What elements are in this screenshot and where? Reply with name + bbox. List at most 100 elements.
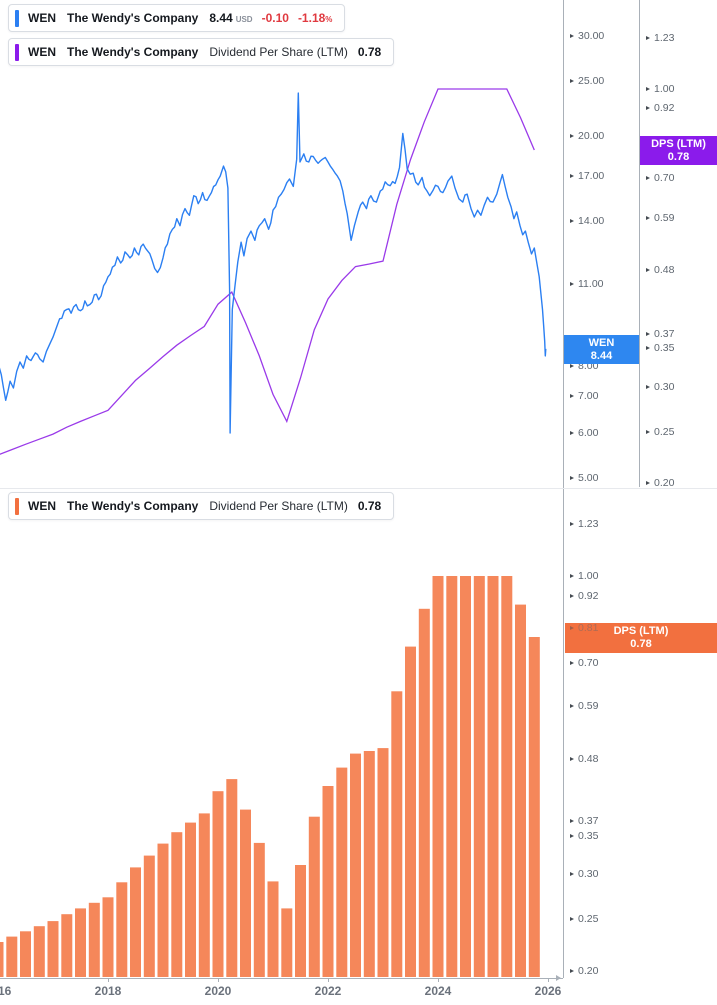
axis-tick: 0.81	[570, 622, 598, 634]
dps-bar	[295, 865, 306, 977]
x-axis-year-label: 2022	[314, 984, 342, 998]
panel-divider	[0, 488, 717, 489]
badge-label: DPS (LTM)	[651, 138, 706, 150]
series-color-bar-orange	[15, 497, 19, 515]
x-axis-year-label: 2026	[534, 984, 562, 998]
legend-price-row: WEN The Wendy's Company 8.44 USD -0.10 -…	[8, 4, 346, 32]
ticker-symbol: WEN	[28, 499, 56, 513]
x-axis-year-label: 2018	[94, 984, 122, 998]
series-color-bar-blue	[15, 9, 19, 27]
axis-tick: 0.37	[646, 328, 674, 340]
dps-bar	[501, 576, 513, 977]
axis-tick: 0.20	[570, 965, 598, 977]
dps-bar	[212, 791, 224, 977]
metric-value: 0.78	[357, 499, 382, 513]
axis-tick: 7.00	[570, 390, 598, 402]
axis-tick: 20.00	[570, 130, 604, 142]
badge-price-value: 8.44	[590, 350, 613, 362]
axis-tick: 0.92	[646, 102, 674, 114]
axis-tick: 1.23	[570, 518, 598, 530]
percent-sign: %	[325, 15, 333, 24]
dps-bar	[185, 822, 196, 977]
axis-tick: 0.59	[646, 212, 674, 224]
axis-tick: 0.70	[646, 172, 674, 184]
dps-bar	[336, 767, 348, 977]
dps-bar	[143, 855, 155, 977]
x-axis-tick	[218, 978, 219, 982]
legend-dps-row-bottom: WEN The Wendy's Company Dividend Per Sha…	[8, 492, 395, 520]
x-axis-tick	[108, 978, 109, 982]
right-axis-line	[563, 0, 564, 978]
dps-bar	[47, 921, 59, 977]
badge-symbol: WEN	[588, 337, 615, 349]
axis-tick: 5.00	[570, 472, 598, 484]
dps-bar	[446, 576, 458, 977]
dps-bar	[253, 842, 265, 977]
x-axis-arrow	[556, 975, 561, 981]
axis-tick: 0.30	[570, 868, 598, 880]
axis-tick: 0.48	[646, 264, 674, 276]
dps-bar	[130, 867, 141, 977]
badge-label: DPS (LTM)	[613, 625, 669, 637]
axis-tick: 11.00	[570, 278, 604, 290]
dps-bar	[0, 942, 4, 977]
ticker-symbol: WEN	[28, 11, 56, 25]
metric-name: Dividend Per Share (LTM)	[209, 45, 348, 59]
dps-bar	[281, 908, 293, 977]
price-change-percent-value: -1.18	[297, 11, 326, 25]
dps-bar	[171, 832, 183, 977]
dps-bar	[226, 779, 238, 977]
dps-bars-series	[0, 576, 540, 977]
axis-tick: 0.20	[646, 477, 674, 489]
dps-bar	[308, 816, 320, 977]
dps-ltm-line	[0, 88, 535, 455]
price-change-percent: -1.18%	[298, 11, 332, 25]
axis-tick: 0.25	[646, 426, 674, 438]
dps-bar	[102, 897, 114, 977]
dps-bar	[6, 936, 18, 977]
dps-bar	[391, 691, 403, 977]
axis-tick: 1.23	[646, 32, 674, 44]
dps-axis-line-top	[639, 0, 640, 487]
company-name: The Wendy's Company	[67, 499, 199, 513]
metric-value: 0.78	[357, 45, 382, 59]
axis-tick: 0.48	[570, 753, 598, 765]
price-line	[0, 92, 547, 434]
company-name: The Wendy's Company	[67, 45, 199, 59]
x-axis-line	[0, 978, 563, 979]
axis-tick: 25.00	[570, 75, 604, 87]
x-axis-tick	[438, 978, 439, 982]
metric-name: Dividend Per Share (LTM)	[209, 499, 348, 513]
badge-dps-value: 0.78	[630, 638, 652, 650]
dps-bar	[515, 604, 526, 977]
dps-bar	[405, 646, 416, 977]
axis-tick: 30.00	[570, 30, 604, 42]
dps-bar	[487, 576, 499, 977]
dps-bar	[473, 576, 485, 977]
axis-tick: 6.00	[570, 427, 598, 439]
dps-bar	[322, 786, 334, 977]
axis-tick: 1.00	[570, 570, 598, 582]
axis-tick: 1.00	[646, 83, 674, 95]
dps-bar	[157, 843, 169, 977]
dps-bar	[198, 813, 210, 977]
dps-ltm-badge-top: DPS (LTM) 0.78	[640, 136, 717, 165]
axis-tick: 0.59	[570, 700, 598, 712]
axis-tick: 0.37	[570, 815, 598, 827]
dps-bar	[528, 637, 540, 977]
axis-tick: 0.92	[570, 590, 598, 602]
x-axis-year-label: 2024	[424, 984, 452, 998]
dps-bar	[460, 576, 471, 977]
currency-label: USD	[235, 15, 253, 24]
dps-bar	[363, 751, 375, 977]
dps-bar	[33, 926, 45, 977]
axis-tick: 0.70	[570, 657, 598, 669]
x-axis-tick	[548, 978, 549, 982]
price-change: -0.10	[261, 11, 289, 25]
x-axis-tick	[328, 978, 329, 982]
dps-bar	[267, 881, 279, 977]
x-axis-year-label: 2020	[204, 984, 232, 998]
